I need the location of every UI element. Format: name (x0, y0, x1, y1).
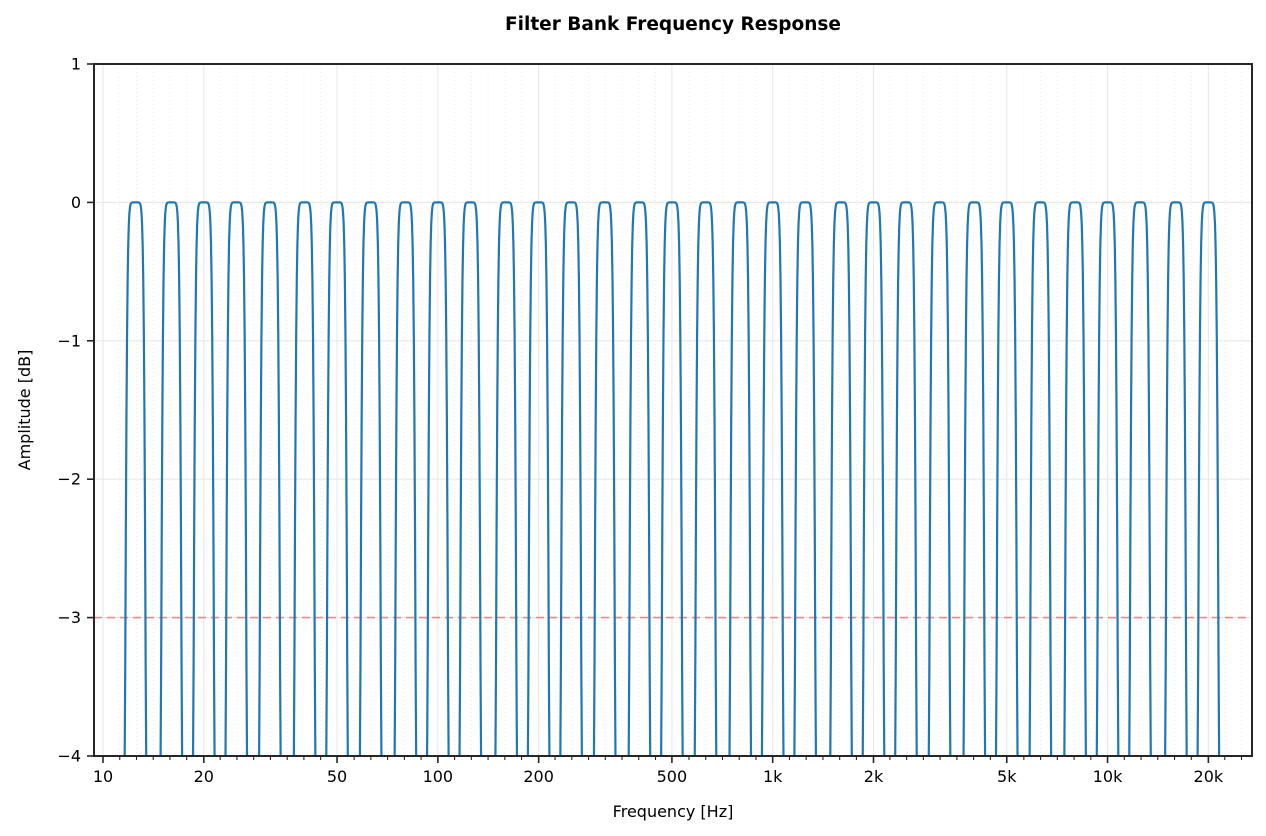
filter-curve (224, 201, 249, 756)
x-tick-label: 20k (1194, 767, 1224, 786)
filter-curve (358, 201, 383, 756)
x-tick-label: 5k (997, 767, 1017, 786)
y-tick-label: −4 (57, 747, 81, 766)
filter-curve (1028, 201, 1053, 756)
filter-curve (793, 201, 818, 756)
filter-curve (257, 201, 282, 756)
filter-curve (425, 201, 450, 756)
filter-curve (123, 201, 148, 756)
filter-curve (760, 201, 785, 756)
filter-curve (1164, 201, 1188, 756)
y-tick-label: −3 (57, 608, 81, 627)
y-tick-label: 0 (71, 193, 81, 212)
filter-curve (559, 201, 583, 756)
filter-curve (1063, 201, 1087, 756)
grid-major-lines (94, 64, 1252, 756)
x-tick-label: 2k (864, 767, 884, 786)
filter-curve (693, 201, 718, 756)
grid-minor-lines (119, 64, 1242, 756)
filter-curve (1196, 201, 1221, 756)
filter-curve (393, 201, 418, 756)
chart-title: Filter Bank Frequency Response (505, 14, 841, 35)
x-tick-label: 10 (93, 767, 113, 786)
filter-curve (526, 201, 551, 756)
x-axis-tick-labels: 10 20 50 100 200 500 1k 2k 5k 10k 20k (93, 767, 1224, 786)
filter-curve (927, 201, 952, 756)
filter-curve (191, 201, 216, 756)
x-axis-ticks (102, 756, 1243, 763)
y-axis-ticks (87, 63, 94, 757)
filter-curve (894, 201, 918, 756)
filter-response-curves (123, 201, 1221, 756)
filter-curve (292, 201, 317, 756)
x-tick-label: 10k (1093, 767, 1123, 786)
y-tick-label: −2 (57, 470, 81, 489)
filter-curve (1128, 201, 1152, 756)
filter-curve (728, 201, 753, 756)
filter-curve (1095, 201, 1120, 756)
filter-curve (829, 201, 853, 756)
y-tick-label: −1 (57, 331, 81, 350)
filter-curve (325, 201, 349, 756)
x-axis-label: Frequency [Hz] (613, 802, 734, 821)
filter-curve (962, 201, 987, 756)
x-tick-label: 100 (423, 767, 454, 786)
y-axis-tick-labels: 1 0 −1 −2 −3 −4 (57, 55, 81, 766)
y-tick-label: 1 (71, 55, 81, 74)
x-tick-label: 500 (657, 767, 688, 786)
x-tick-label: 1k (763, 767, 783, 786)
filter-curve (494, 201, 519, 756)
filter-curve (861, 201, 886, 756)
filter-curve (660, 201, 684, 756)
filter-curve (458, 201, 483, 756)
y-axis-label: Amplitude [dB] (15, 350, 34, 471)
x-tick-label: 20 (194, 767, 214, 786)
filter-curve (159, 201, 184, 756)
plot-frame (93, 63, 1253, 757)
filter-curve (627, 201, 652, 756)
filter-curve (994, 201, 1019, 756)
x-tick-label: 50 (327, 767, 347, 786)
x-tick-label: 200 (523, 767, 554, 786)
filter-curve (592, 201, 617, 756)
